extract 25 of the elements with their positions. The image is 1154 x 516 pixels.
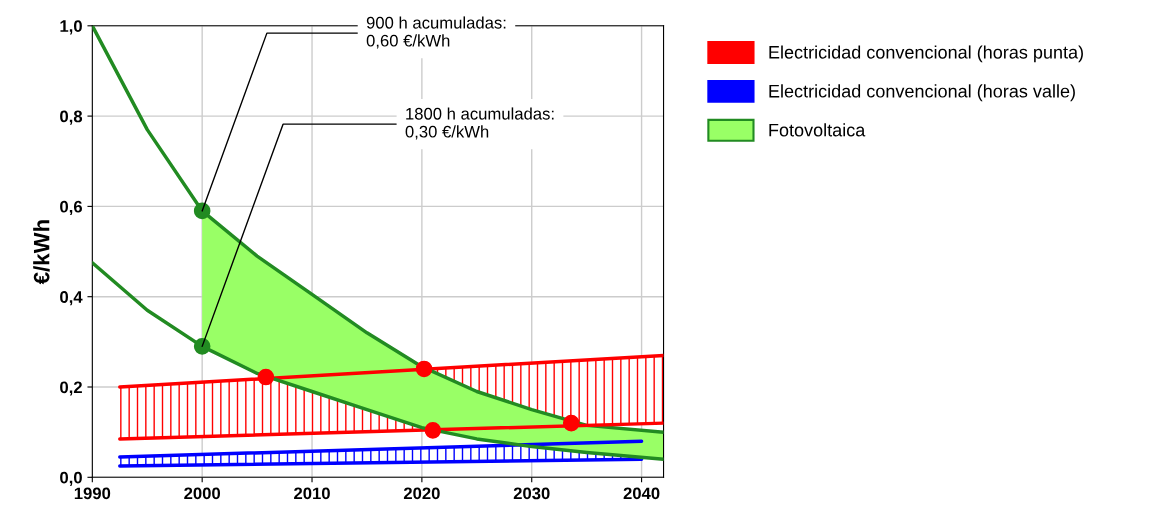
y-tick-label: 0,6 (60, 200, 82, 216)
x-tick-label: 2040 (623, 487, 660, 500)
x-tick-label: 2020 (403, 487, 440, 500)
legend-label: Fotovoltaica (769, 123, 866, 137)
legend-label: Electricidad convencional (horas valle) (769, 84, 1075, 102)
annotation: 900 h acumuladas: 0,60 €/kWh (366, 16, 506, 49)
line-series (92, 261, 664, 461)
point (415, 360, 433, 378)
point (562, 414, 580, 432)
y-tick-label: 0,8 (60, 110, 83, 125)
point (424, 422, 442, 439)
y-tick-label: 0,2 (60, 381, 82, 396)
x-tick-label: 2000 (184, 487, 221, 500)
x-tick-label: 1990 (74, 487, 111, 500)
x-tick-label: 2010 (294, 487, 330, 500)
annotation: 1800 h acumuladas: 0,30 €/kWh (405, 107, 554, 140)
point (193, 338, 211, 355)
point (257, 368, 275, 386)
y-tick-label: 1,0 (60, 20, 82, 35)
legend-label: Electricidad convencional (horas punta) (769, 45, 1083, 63)
y-tick-label: 0,0 (60, 471, 82, 486)
point (193, 202, 211, 220)
x-tick-label: 2030 (513, 487, 550, 500)
y-axis-title: €/kWh (33, 220, 50, 285)
y-tick-label: 0,4 (60, 291, 83, 306)
